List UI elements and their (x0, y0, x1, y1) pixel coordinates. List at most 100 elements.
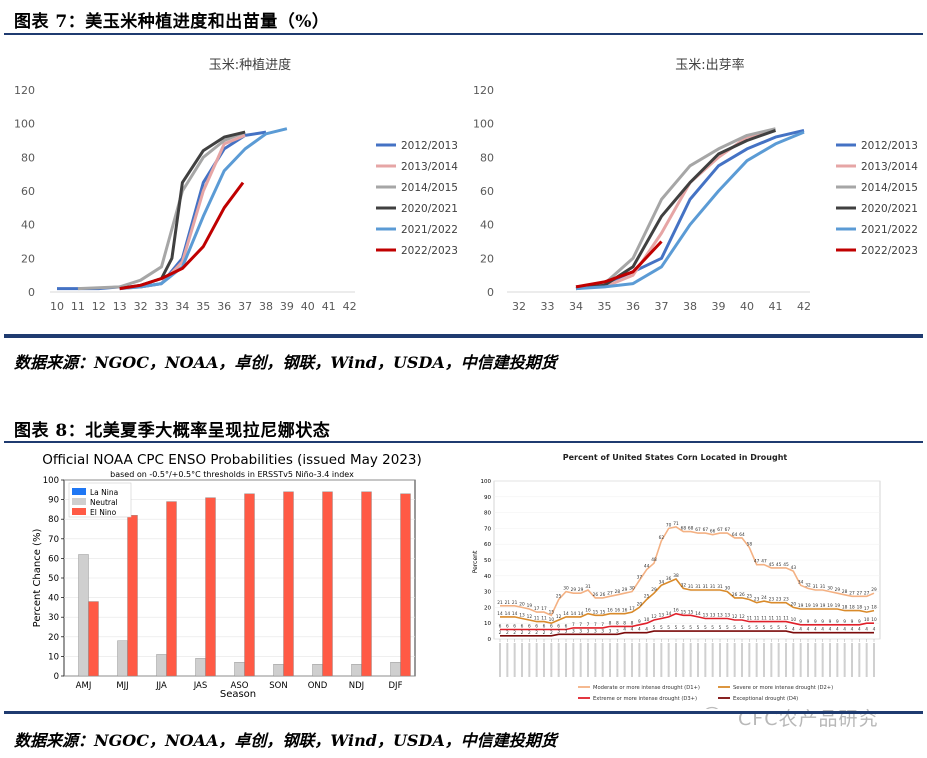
data-label: 4 (792, 627, 795, 633)
y-tick-label: 30 (48, 613, 59, 623)
data-label: 6 (506, 624, 509, 630)
y-tick-label: 20 (480, 252, 494, 265)
data-label: 3 (616, 628, 619, 634)
data-label: 12 (739, 614, 745, 620)
x-tick-label-placeholder (550, 643, 553, 677)
x-tick-label-placeholder (543, 643, 545, 677)
data-label: 5 (770, 625, 773, 631)
y-tick-label: 0 (28, 286, 35, 299)
x-tick-label-placeholder (572, 643, 575, 677)
data-label: 6 (528, 624, 531, 630)
figure8-header: 图表 8：北美夏季大概率呈现拉尼娜状态 (14, 421, 331, 441)
data-label: 4 (638, 627, 641, 633)
legend-label: Moderate or more intense drought (D1+) (593, 685, 700, 691)
y-tick-label: 60 (484, 542, 491, 548)
data-label: 16 (585, 608, 591, 614)
data-label: 6 (550, 624, 553, 630)
x-tick-label: 37 (238, 300, 252, 313)
data-label: 16 (673, 608, 679, 614)
x-tick-label: 39 (280, 300, 294, 313)
figure8-charts: Official NOAA CPC ENSO Probabilities (is… (32, 452, 881, 709)
x-tick-label-placeholder (587, 643, 589, 677)
x-tick-label: 34 (569, 300, 583, 313)
data-label: 5 (689, 625, 692, 631)
x-tick-label: 32 (512, 300, 526, 313)
data-label: 15 (688, 609, 694, 615)
y-tick-label: 40 (480, 219, 494, 232)
data-label: 66 (710, 529, 716, 535)
x-tick-label-placeholder (785, 643, 787, 677)
y-tick-label: 0 (487, 286, 494, 299)
x-tick-label-placeholder (836, 643, 839, 677)
corn-drought-chart: Percent of United States Corn Located in… (472, 453, 881, 702)
x-tick-label-placeholder (535, 643, 538, 677)
x-tick-label-placeholder (792, 643, 795, 677)
data-label: 29 (651, 587, 657, 593)
data-label: 29 (622, 587, 628, 593)
data-label: 12 (732, 614, 738, 620)
data-label: 20 (791, 601, 797, 607)
data-label: 29 (835, 587, 841, 593)
legend-label: El Nino (90, 508, 117, 517)
x-tick-label-placeholder (616, 643, 619, 677)
data-label: 8 (623, 620, 626, 626)
legend-swatch (72, 488, 86, 495)
x-tick-label: 42 (797, 300, 811, 313)
data-label: 8 (609, 620, 612, 626)
data-label: 5 (704, 625, 707, 631)
data-label: 19 (813, 603, 819, 609)
data-label: 14 (666, 611, 672, 617)
x-tick-label: 36 (217, 300, 231, 313)
series-line (500, 630, 874, 637)
data-label: 6 (557, 624, 560, 630)
data-label: 6 (499, 624, 502, 630)
x-tick-label: JJA (155, 681, 167, 691)
data-label: 11 (541, 616, 547, 622)
x-tick-label: JAS (193, 681, 208, 691)
x-tick-label-placeholder (799, 643, 802, 677)
x-tick-label: 32 (134, 300, 148, 313)
data-label: 10 (791, 617, 797, 623)
legend-label: 2013/2014 (861, 161, 918, 173)
data-label: 21 (505, 600, 511, 606)
x-tick-label-placeholder (565, 643, 567, 677)
data-label: 2 (506, 630, 509, 636)
data-label: 3 (594, 628, 597, 634)
data-label: 5 (667, 625, 670, 631)
y-tick-label: 60 (21, 185, 35, 198)
legend-label: La Nina (90, 488, 118, 497)
data-label: 18 (857, 605, 863, 611)
data-label: 4 (814, 627, 817, 633)
data-label: 30 (725, 586, 731, 592)
data-label: 16 (622, 608, 628, 614)
x-tick-label-placeholder (506, 643, 509, 677)
series-line (575, 128, 777, 291)
y-tick-label: 100 (14, 118, 35, 131)
data-label: 17 (541, 606, 547, 612)
data-label: 9 (638, 619, 641, 625)
data-label: 6 (543, 624, 546, 630)
data-label: 47 (754, 559, 760, 565)
data-label: 10 (644, 617, 650, 623)
chart-title: 玉米:出芽率 (675, 57, 744, 73)
y-tick-label: 0 (488, 637, 492, 643)
series-line (77, 130, 246, 291)
x-tick-label: 12 (92, 300, 106, 313)
data-label: 14 (512, 611, 518, 617)
data-label: 17 (534, 606, 540, 612)
data-label: 5 (777, 625, 780, 631)
bar (117, 640, 128, 677)
y-tick-label: 80 (21, 151, 35, 164)
data-label: 9 (851, 619, 854, 625)
x-tick-label: 37 (655, 300, 669, 313)
data-label: 38 (673, 573, 679, 579)
x-tick-label: MJJ (116, 681, 128, 691)
data-label: 15 (681, 609, 687, 615)
y-tick-label: 50 (484, 558, 491, 564)
x-tick-label-placeholder (704, 643, 707, 677)
data-label: 3 (557, 628, 560, 634)
data-label: 4 (858, 627, 861, 633)
data-label: 4 (843, 627, 846, 633)
x-tick-label: 13 (113, 300, 127, 313)
x-tick-label: ASO (231, 681, 249, 691)
